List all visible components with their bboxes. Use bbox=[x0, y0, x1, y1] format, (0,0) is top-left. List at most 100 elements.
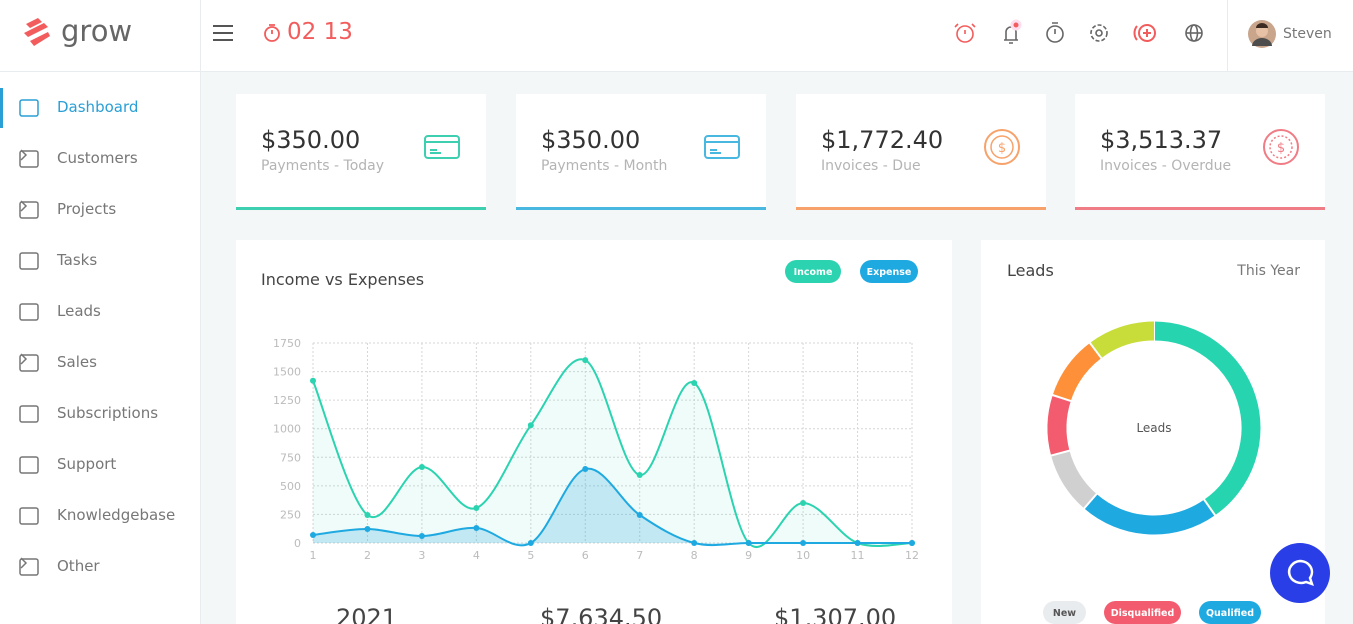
y-tick-label: 0 bbox=[294, 537, 301, 550]
donut-segment bbox=[1084, 493, 1216, 535]
legend-chip[interactable] bbox=[860, 260, 918, 283]
stat-value: $350.00 bbox=[261, 126, 361, 154]
leads-chart: Leads This Year Leads New Disqualified Qualif… bbox=[1007, 261, 1300, 624]
nav-item[interactable]: Sales bbox=[0, 343, 200, 383]
timer: 02 13 bbox=[287, 19, 353, 45]
stat-label: Payments - Today bbox=[261, 158, 385, 174]
menu-toggle[interactable] bbox=[212, 24, 234, 42]
data-point bbox=[527, 540, 534, 546]
donut-segment bbox=[1051, 450, 1097, 509]
user-name[interactable]: Steven bbox=[1283, 26, 1332, 42]
logo-icon bbox=[24, 18, 50, 46]
stat-icon: $ bbox=[984, 129, 1020, 165]
data-point bbox=[636, 472, 643, 478]
nav-icon bbox=[19, 303, 39, 321]
nav-item[interactable]: Projects bbox=[0, 190, 200, 230]
y-tick-label: 1750 bbox=[273, 337, 301, 350]
legend-label: New bbox=[1053, 608, 1076, 619]
chevron bbox=[20, 200, 28, 212]
chat-button[interactable] bbox=[1269, 542, 1331, 604]
stat-icon bbox=[704, 135, 740, 159]
add-icon[interactable] bbox=[1133, 24, 1156, 42]
legend-chip[interactable] bbox=[1199, 601, 1261, 624]
segment-gap bbox=[1088, 341, 1104, 360]
series-area bbox=[313, 468, 912, 546]
coin-icon bbox=[1269, 135, 1293, 159]
legend-chip[interactable] bbox=[785, 260, 841, 283]
legend-label: Expense bbox=[867, 267, 912, 278]
data-point bbox=[473, 505, 480, 512]
legend-chip[interactable] bbox=[1043, 601, 1086, 624]
nav-label: Other bbox=[57, 557, 100, 575]
divider bbox=[200, 0, 201, 71]
legend-label: Qualified bbox=[1206, 608, 1254, 619]
legend-chip[interactable] bbox=[1104, 601, 1181, 624]
notification-badge bbox=[1010, 19, 1022, 31]
nav-icon bbox=[19, 558, 39, 576]
data-point bbox=[909, 540, 915, 546]
nav-icon bbox=[19, 507, 39, 525]
clock-icon[interactable] bbox=[1046, 22, 1064, 43]
settings-icon[interactable] bbox=[1090, 24, 1108, 42]
nav-item[interactable]: Subscriptions bbox=[0, 394, 200, 434]
data-point bbox=[691, 540, 698, 546]
stat-card: $350.00 Payments - Month bbox=[516, 94, 766, 210]
data-point bbox=[473, 525, 480, 532]
nav-item[interactable]: Dashboard bbox=[0, 88, 200, 128]
income-card: Income vs Expenses Income Expense 0 250 500 75… bbox=[236, 240, 952, 624]
x-tick-label: 2 bbox=[364, 549, 371, 562]
stat-card: $3,513.37 Invoices - Overdue $ bbox=[1075, 94, 1325, 210]
stat-value: $1,772.40 bbox=[821, 126, 944, 154]
data-point bbox=[800, 540, 807, 546]
donut-segment bbox=[1047, 395, 1071, 456]
nav-item[interactable]: Other bbox=[0, 547, 200, 587]
chart-title: Leads bbox=[1007, 261, 1054, 280]
nav-label: Subscriptions bbox=[57, 404, 159, 422]
header-icons bbox=[954, 19, 1203, 44]
card-icon bbox=[704, 135, 740, 159]
nav-item[interactable]: Support bbox=[0, 445, 200, 485]
chevron bbox=[20, 557, 28, 569]
nav-icon bbox=[19, 405, 39, 423]
nav-label: Sales bbox=[57, 353, 97, 371]
x-tick-label: 8 bbox=[691, 549, 698, 562]
data-point bbox=[310, 377, 316, 384]
leads-card: Leads This Year Leads New Disqualified Qualif… bbox=[981, 240, 1325, 624]
icon-shape bbox=[19, 507, 39, 525]
nav-label: Projects bbox=[57, 200, 117, 218]
segment-gap bbox=[1202, 497, 1217, 518]
card-icon bbox=[425, 141, 459, 154]
icon-shape bbox=[19, 456, 39, 474]
stat-icon: $ bbox=[1263, 129, 1299, 165]
x-tick-label: 4 bbox=[473, 549, 480, 562]
alarm-icon[interactable] bbox=[954, 23, 976, 43]
language-icon[interactable] bbox=[1185, 24, 1203, 42]
chevron-shape bbox=[20, 353, 28, 365]
summary-value: 2021 bbox=[336, 604, 397, 624]
nav-item[interactable]: Leads bbox=[0, 292, 200, 332]
donut-segment bbox=[1089, 321, 1155, 359]
data-point bbox=[582, 357, 589, 364]
legend-label: Income bbox=[794, 267, 833, 278]
x-tick-label: 5 bbox=[527, 549, 534, 562]
nav-item[interactable]: Customers bbox=[0, 139, 200, 179]
series-line bbox=[312, 358, 913, 548]
coin-icon bbox=[1263, 129, 1299, 165]
nav-icon bbox=[19, 201, 39, 219]
y-tick-label: 500 bbox=[280, 480, 301, 493]
data-point bbox=[691, 380, 698, 386]
legend-label: Disqualified bbox=[1111, 608, 1175, 619]
y-tick-label: 1000 bbox=[273, 423, 301, 436]
icon-shape bbox=[19, 252, 39, 270]
stat-value: $3,513.37 bbox=[1100, 126, 1223, 154]
x-tick-label: 7 bbox=[636, 549, 643, 562]
nav-label: Leads bbox=[57, 302, 101, 320]
avatar[interactable] bbox=[1247, 19, 1277, 49]
nav-item[interactable]: Knowledgebase bbox=[0, 496, 200, 536]
timer-icon bbox=[264, 24, 280, 42]
x-tick-label: 3 bbox=[418, 549, 425, 562]
nav-item[interactable]: Tasks bbox=[0, 241, 200, 281]
income-chart: Income vs Expenses Income Expense025050075… bbox=[261, 260, 919, 624]
nav-label: Tasks bbox=[57, 251, 98, 269]
stat-accent bbox=[516, 207, 766, 210]
